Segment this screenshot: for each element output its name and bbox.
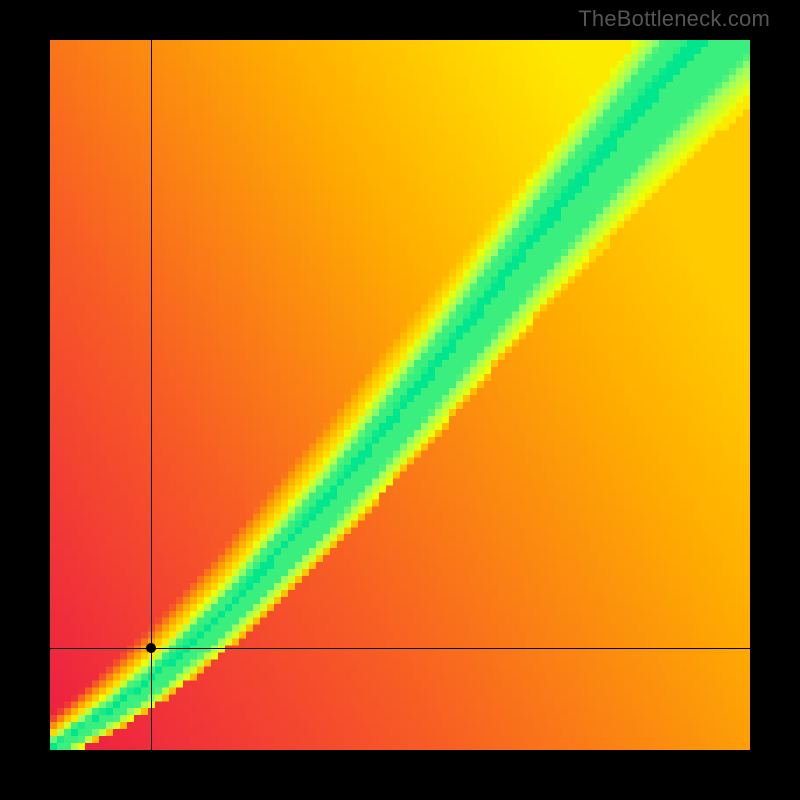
crosshair-marker: [146, 643, 156, 653]
heatmap-canvas: [50, 40, 750, 750]
plot-area: [50, 40, 750, 750]
watermark-text: TheBottleneck.com: [578, 6, 770, 32]
